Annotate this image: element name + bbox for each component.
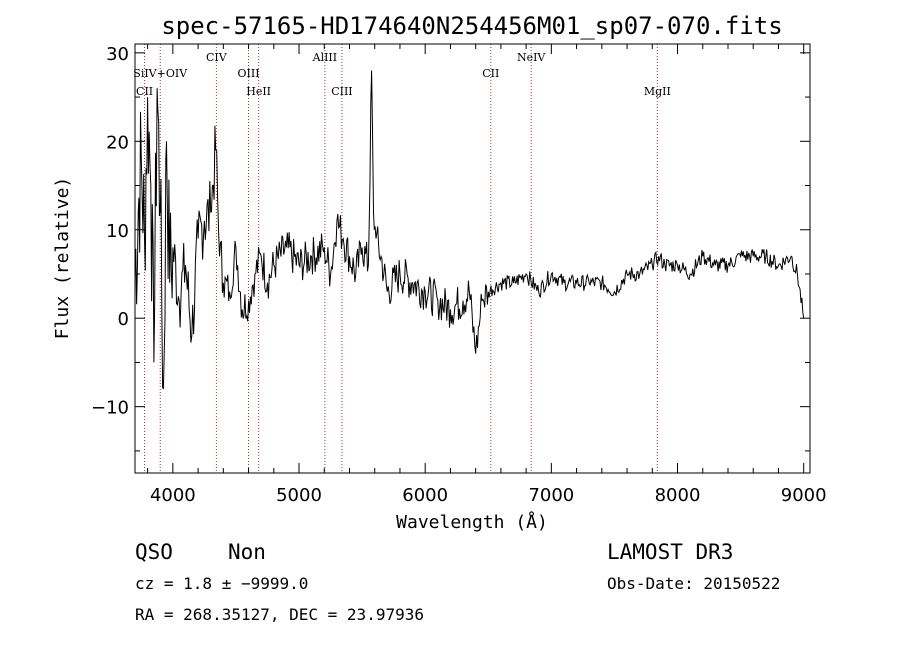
- flux-series-line: [134, 70, 805, 390]
- chart-title: spec-57165-HD174640N254456M01_sp07-070.f…: [161, 12, 782, 40]
- x-axis-ticks: 4000 5000 6000 7000 8000 9000: [147, 44, 827, 506]
- emission-line-label: CIV: [206, 51, 228, 64]
- object-subclass: Non: [228, 540, 266, 564]
- emission-line-label: OIII: [238, 67, 260, 80]
- emission-line-label: NeIV: [517, 51, 546, 64]
- emission-line-label: MgII: [644, 85, 671, 98]
- y-axis-ticks: −10 0 10 20 30: [91, 44, 810, 452]
- y-axis-label: Flux (relative): [52, 177, 73, 340]
- plot-frame: [134, 43, 811, 474]
- x-tick-label: 9000: [781, 485, 827, 506]
- x-axis-label: Wavelength (Å): [396, 511, 548, 533]
- emission-line-label: CII: [136, 85, 153, 98]
- emission-line-label: SiIV+OIV: [133, 67, 188, 80]
- emission-line-label: CIII: [331, 85, 352, 98]
- x-tick-label: 5000: [276, 485, 322, 506]
- x-tick-label: 7000: [528, 485, 574, 506]
- survey-name: LAMOST DR3: [607, 540, 733, 564]
- y-tick-label: −10: [91, 398, 129, 419]
- emission-line-label: HeII: [246, 85, 271, 98]
- emission-line-markers: CII SiIV+OIV CIV OIII HeII AlIII CIII CII NeIV Mg…: [133, 44, 671, 473]
- x-tick-label: 4000: [150, 485, 196, 506]
- emission-line-label: CII: [482, 67, 499, 80]
- redshift-text: cz = 1.8 ± −9999.0: [135, 574, 308, 593]
- y-tick-label: 30: [106, 44, 129, 65]
- y-tick-label: 10: [106, 221, 129, 242]
- object-class: QSO: [135, 540, 173, 564]
- y-tick-label: 20: [106, 132, 129, 153]
- y-tick-label: 0: [118, 309, 129, 330]
- coordinates-text: RA = 268.35127, DEC = 23.97936: [135, 605, 424, 624]
- emission-line-label: AlIII: [312, 51, 338, 64]
- x-tick-label: 6000: [402, 485, 448, 506]
- x-tick-label: 8000: [655, 485, 701, 506]
- obs-date-text: Obs-Date: 20150522: [607, 574, 780, 593]
